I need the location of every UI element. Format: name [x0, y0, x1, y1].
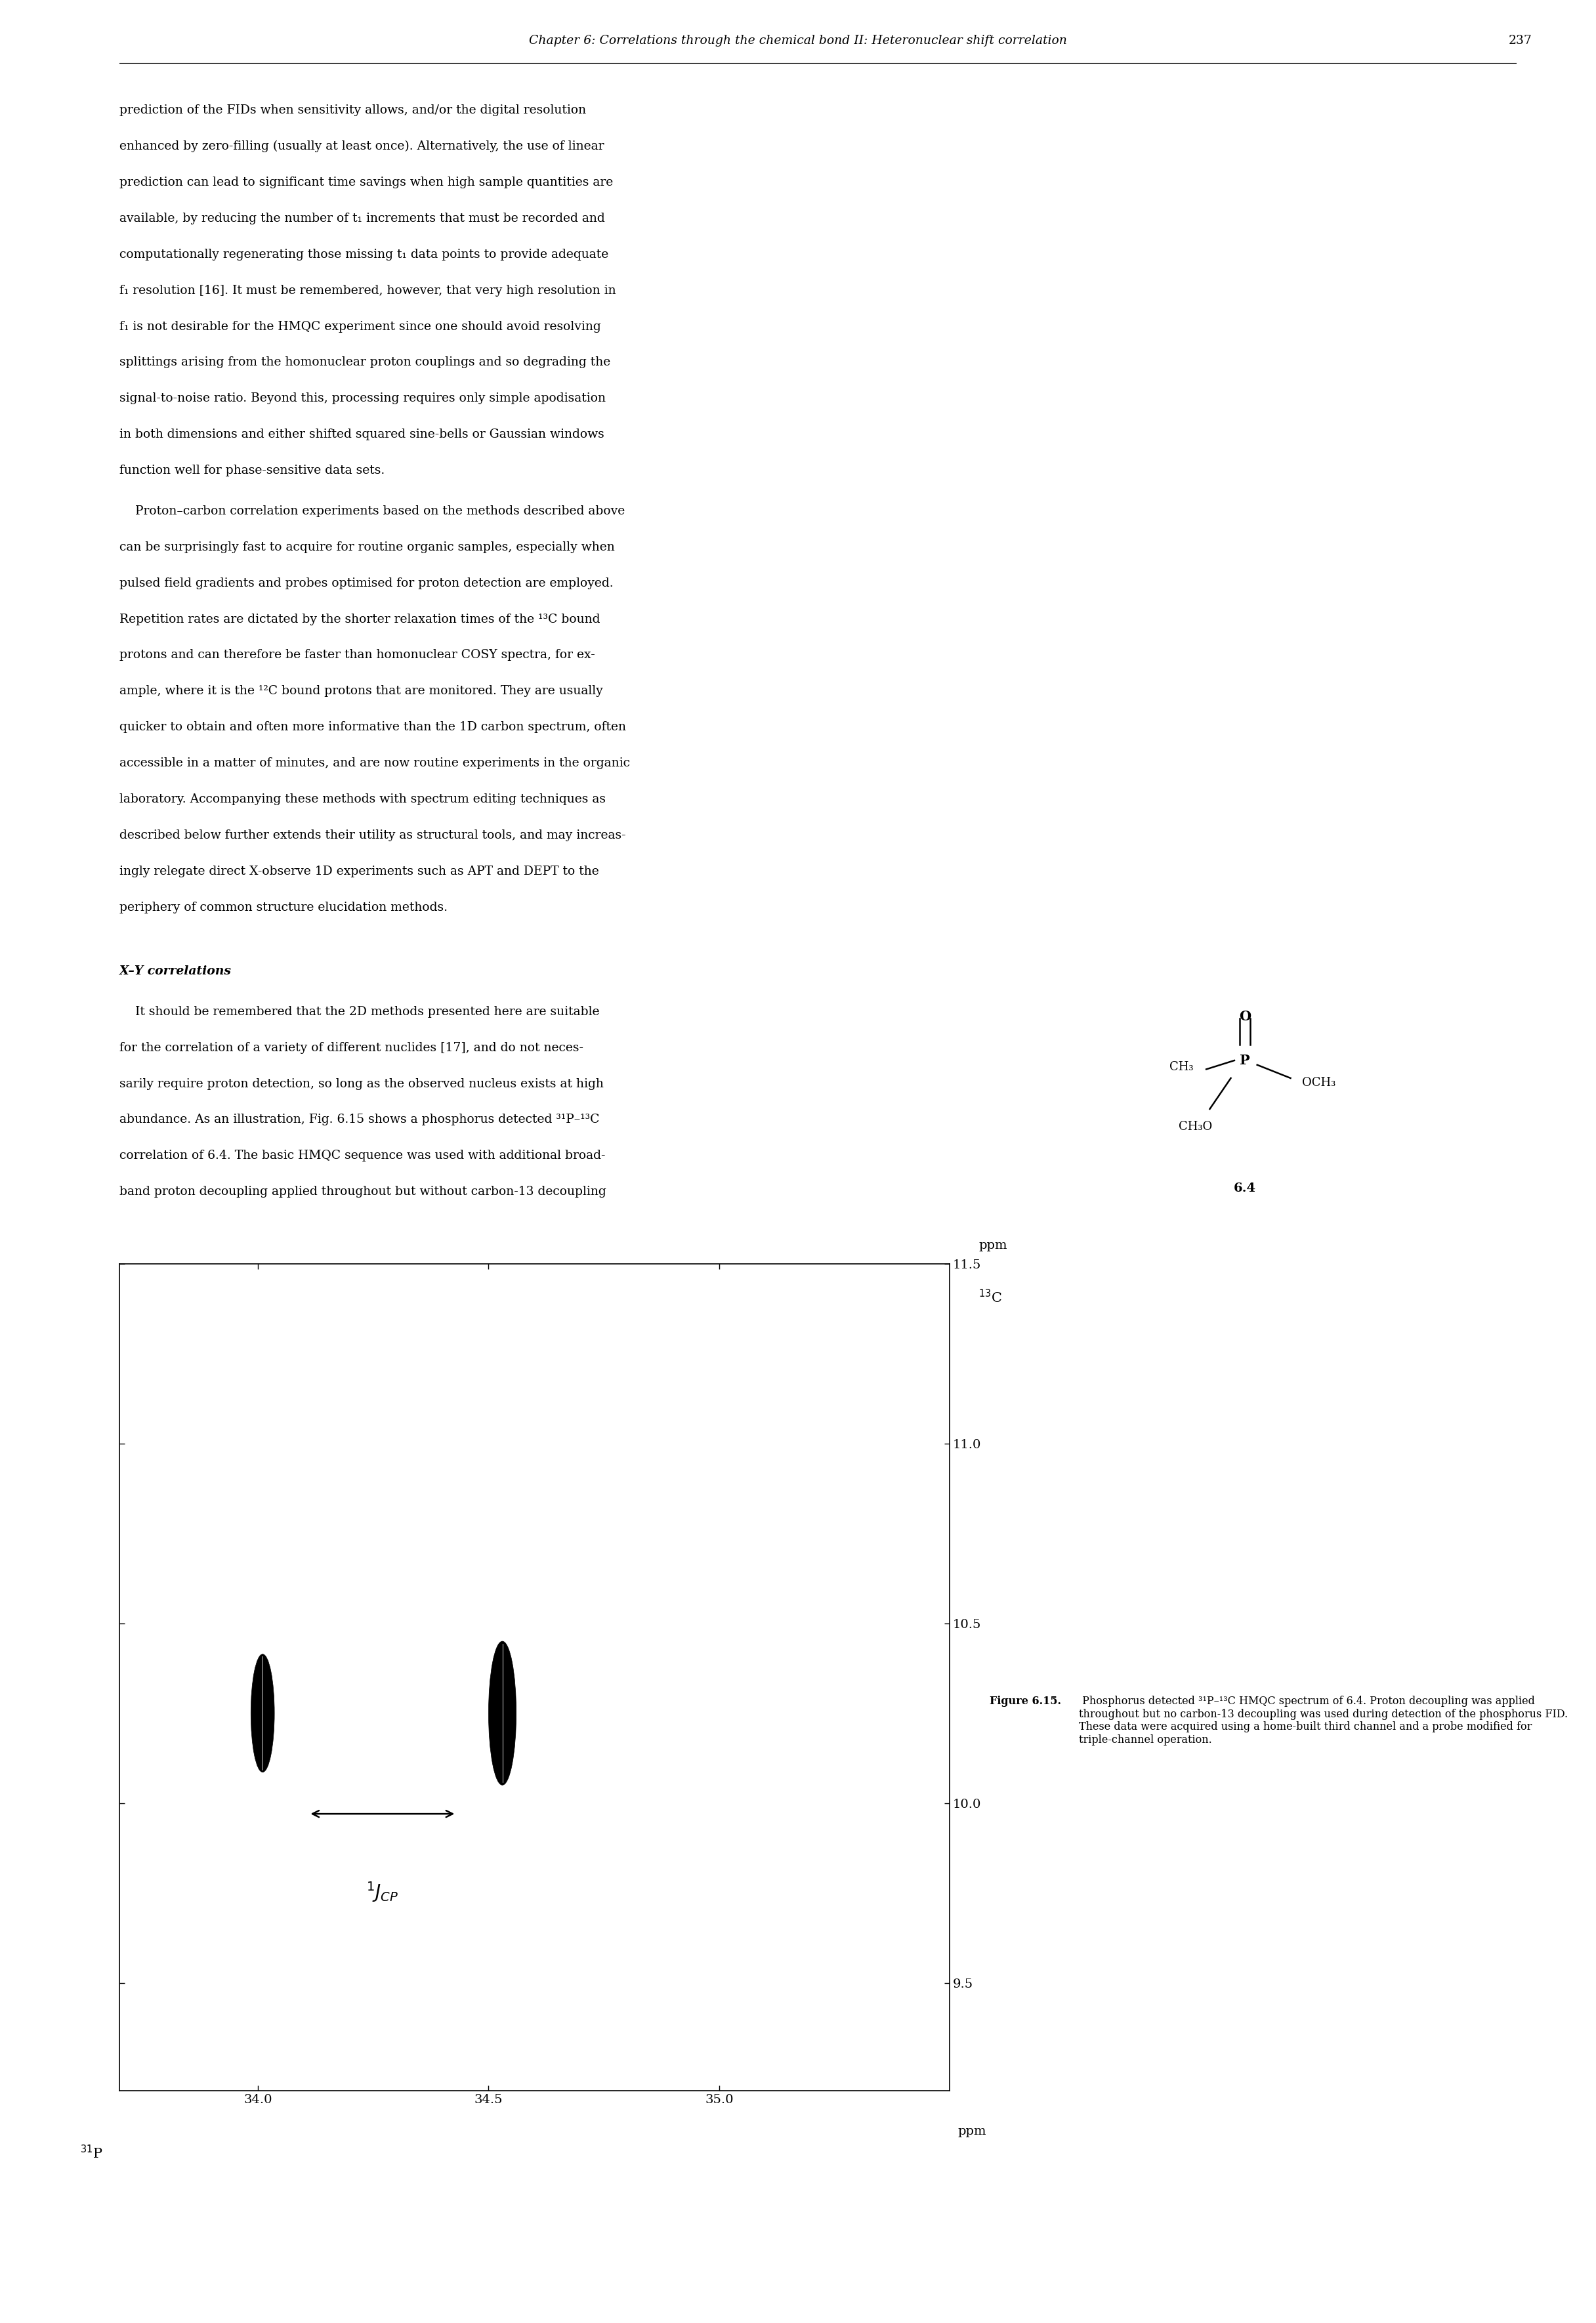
Ellipse shape: [251, 1654, 275, 1772]
Text: signal-to-noise ratio. Beyond this, processing requires only simple apodisation: signal-to-noise ratio. Beyond this, proc…: [120, 393, 606, 404]
Text: function well for phase-sensitive data sets.: function well for phase-sensitive data s…: [120, 465, 385, 476]
Text: correlation of 6.4. The basic HMQC sequence was used with additional broad-: correlation of 6.4. The basic HMQC seque…: [120, 1150, 605, 1162]
Text: Figure 6.15.: Figure 6.15.: [990, 1696, 1061, 1707]
Text: OCH₃: OCH₃: [1302, 1076, 1336, 1089]
Text: laboratory. Accompanying these methods with spectrum editing techniques as: laboratory. Accompanying these methods w…: [120, 792, 606, 806]
Text: f₁ resolution [16]. It must be remembered, however, that very high resolution in: f₁ resolution [16]. It must be remembere…: [120, 283, 616, 297]
Text: described below further extends their utility as structural tools, and may incre: described below further extends their ut…: [120, 829, 626, 841]
Text: $^{31}$P: $^{31}$P: [80, 2144, 104, 2160]
Text: ingly relegate direct X-observe 1D experiments such as APT and DEPT to the: ingly relegate direct X-observe 1D exper…: [120, 864, 598, 878]
Text: Chapter 6: Correlations through the chemical bond II: Heteronuclear shift correl: Chapter 6: Correlations through the chem…: [528, 35, 1068, 46]
Text: abundance. As an illustration, Fig. 6.15 shows a phosphorus detected ³¹P–¹³C: abundance. As an illustration, Fig. 6.15…: [120, 1113, 600, 1127]
Text: f₁ is not desirable for the HMQC experiment since one should avoid resolving: f₁ is not desirable for the HMQC experim…: [120, 321, 602, 332]
Text: enhanced by zero-filling (usually at least once). Alternatively, the use of line: enhanced by zero-filling (usually at lea…: [120, 139, 605, 153]
Text: Proton–carbon correlation experiments based on the methods described above: Proton–carbon correlation experiments ba…: [120, 504, 626, 518]
Text: P: P: [1240, 1055, 1250, 1066]
Text: band proton decoupling applied throughout but without carbon-13 decoupling: band proton decoupling applied throughou…: [120, 1185, 606, 1199]
Text: prediction of the FIDs when sensitivity allows, and/or the digital resolution: prediction of the FIDs when sensitivity …: [120, 105, 586, 116]
Text: can be surprisingly fast to acquire for routine organic samples, especially when: can be surprisingly fast to acquire for …: [120, 541, 614, 553]
Text: $^{13}$C: $^{13}$C: [978, 1289, 1002, 1306]
Text: quicker to obtain and often more informative than the 1D carbon spectrum, often: quicker to obtain and often more informa…: [120, 720, 626, 734]
Text: for the correlation of a variety of different nuclides [17], and do not neces-: for the correlation of a variety of diff…: [120, 1041, 584, 1055]
Text: ppm: ppm: [958, 2126, 986, 2137]
Text: O: O: [1238, 1011, 1251, 1022]
Text: sarily require proton detection, so long as the observed nucleus exists at high: sarily require proton detection, so long…: [120, 1078, 603, 1089]
Text: periphery of common structure elucidation methods.: periphery of common structure elucidatio…: [120, 901, 448, 913]
Text: prediction can lead to significant time savings when high sample quantities are: prediction can lead to significant time …: [120, 177, 613, 188]
Text: ample, where it is the ¹²C bound protons that are monitored. They are usually: ample, where it is the ¹²C bound protons…: [120, 685, 603, 697]
Text: CH₃: CH₃: [1170, 1062, 1194, 1073]
Text: protons and can therefore be faster than homonuclear COSY spectra, for ex-: protons and can therefore be faster than…: [120, 648, 595, 662]
Text: pulsed field gradients and probes optimised for proton detection are employed.: pulsed field gradients and probes optimi…: [120, 576, 613, 590]
Text: available, by reducing the number of t₁ increments that must be recorded and: available, by reducing the number of t₁ …: [120, 211, 605, 225]
Text: computationally regenerating those missing t₁ data points to provide adequate: computationally regenerating those missi…: [120, 249, 608, 260]
Text: CH₃O: CH₃O: [1179, 1120, 1213, 1134]
Text: X–Y correlations: X–Y correlations: [120, 964, 231, 978]
Text: splittings arising from the homonuclear proton couplings and so degrading the: splittings arising from the homonuclear …: [120, 355, 611, 369]
Text: Phosphorus detected ³¹P–¹³C HMQC spectrum of 6.4. Proton decoupling was applied : Phosphorus detected ³¹P–¹³C HMQC spectru…: [1079, 1696, 1567, 1745]
Text: $^{1}J_{CP}$: $^{1}J_{CP}$: [367, 1879, 399, 1905]
Text: 237: 237: [1508, 35, 1532, 46]
Ellipse shape: [488, 1642, 516, 1784]
Text: Repetition rates are dictated by the shorter relaxation times of the ¹³C bound: Repetition rates are dictated by the sho…: [120, 613, 600, 625]
Text: in both dimensions and either shifted squared sine-bells or Gaussian windows: in both dimensions and either shifted sq…: [120, 427, 605, 441]
Text: It should be remembered that the 2D methods presented here are suitable: It should be remembered that the 2D meth…: [120, 1006, 600, 1017]
Text: 6.4: 6.4: [1234, 1182, 1256, 1194]
Text: ppm: ppm: [978, 1240, 1007, 1252]
Text: accessible in a matter of minutes, and are now routine experiments in the organi: accessible in a matter of minutes, and a…: [120, 757, 630, 769]
